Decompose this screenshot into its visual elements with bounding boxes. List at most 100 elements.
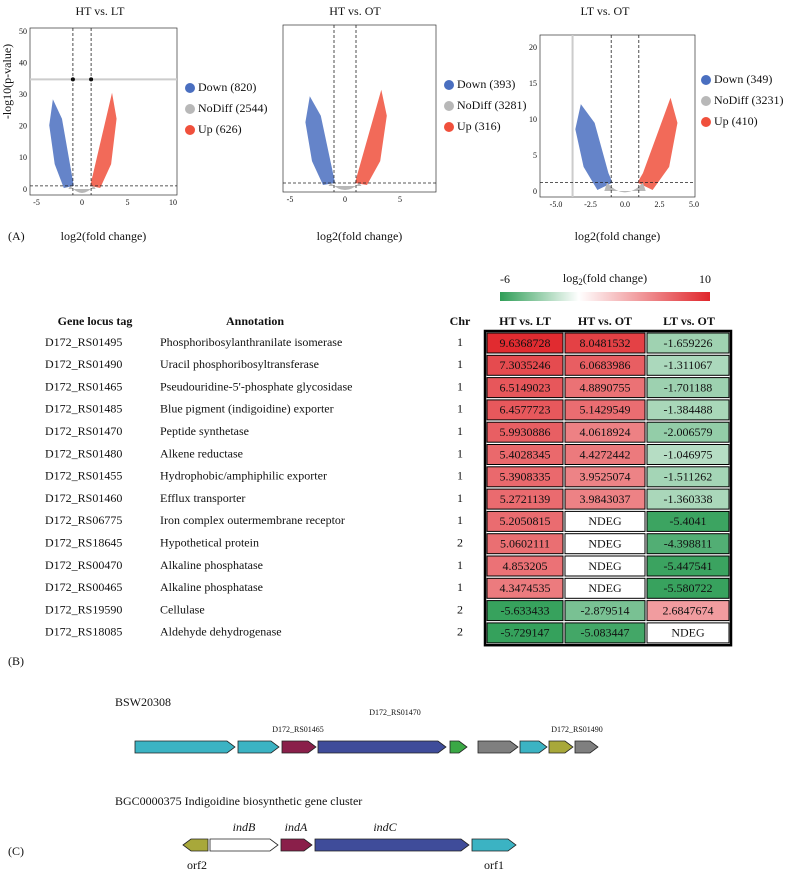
x-tick-label: 0.0 (620, 200, 630, 209)
annotation: Hypothetical protein (160, 535, 259, 549)
y-tick-label: 10 (529, 115, 537, 124)
panel-label: (C) (8, 844, 24, 858)
cell-value: NDEG (671, 626, 705, 640)
chr: 1 (457, 558, 463, 572)
y-tick-label: 40 (19, 58, 27, 67)
gene-tag: D172_RS01470 (369, 708, 421, 717)
cell-value: -1.046975 (664, 447, 713, 461)
legend-marker (444, 122, 454, 132)
heatmap-cell (486, 377, 564, 399)
cell-value: 5.2721139 (500, 492, 551, 506)
annotation: Peptide synthetase (160, 424, 249, 438)
heatmap-cell (486, 577, 564, 599)
cell-value: 4.0618924 (580, 425, 631, 439)
gene-tag: D172_RS01490 (551, 725, 603, 734)
chr: 1 (457, 335, 463, 349)
nodiff-cloud (328, 182, 362, 190)
annotation: Blue pigment (indigoidine) exporter (160, 402, 334, 416)
cell-value: -1.360338 (664, 492, 713, 506)
gene-name: orf1 (484, 858, 504, 872)
gene-arrow (314, 838, 470, 852)
panel-label: (B) (8, 654, 24, 668)
down-cloud (305, 96, 336, 185)
heatmap-cell (564, 377, 646, 399)
cell-value: NDEG (588, 559, 622, 573)
y-tick-label: 0 (23, 185, 27, 194)
cluster-name: BGC0000375 Indigoidine biosynthetic gene… (115, 794, 362, 808)
cell-value: 2.6847674 (663, 603, 714, 617)
x-tick-label: -5.0 (550, 200, 563, 209)
colorbar-max: 10 (699, 272, 711, 286)
heatmap-cell (564, 444, 646, 465)
heatmap-border (483, 329, 733, 647)
heatmap-cell (646, 354, 730, 376)
gene-name: orf2 (187, 858, 207, 872)
x-tick-label: 2.5 (655, 200, 665, 209)
cluster-name: BSW20308 (115, 695, 171, 709)
heatmap-cell (646, 510, 730, 532)
heatmap-cell (564, 510, 646, 532)
cell-value: 5.3908335 (500, 470, 551, 484)
nodiff-cloud (604, 182, 646, 193)
column-header: LT vs. OT (663, 314, 715, 328)
up-cloud (354, 89, 387, 185)
gene-name: indA (285, 820, 308, 834)
legend-label: NoDiff (2544) (198, 101, 267, 115)
gene-arrow (477, 740, 519, 754)
y-tick-label: 15 (529, 79, 537, 88)
locus-tag: D172_RS00465 (45, 580, 122, 594)
cell-value: 5.4028345 (500, 447, 551, 461)
legend-marker (701, 75, 711, 85)
legend-label: Down (349) (714, 72, 772, 86)
annotation: Alkaline phosphatase (160, 558, 263, 572)
gene-arrow (574, 740, 599, 754)
gene-name: indC (373, 820, 397, 834)
gene-arrow (209, 838, 279, 852)
plot-frame (282, 24, 437, 193)
up-cloud (90, 92, 117, 188)
heatmap-cell (646, 533, 730, 555)
heatmap-cell (486, 399, 564, 421)
gene-name: indB (233, 820, 256, 834)
gene-arrow (317, 740, 447, 754)
gene-arrow (519, 740, 548, 754)
locus-tag: D172_RS01490 (45, 357, 122, 371)
chr: 1 (457, 379, 463, 393)
heatmap-cell (646, 332, 730, 354)
chr: 2 (457, 602, 463, 616)
heatmap-cell (646, 555, 730, 577)
heatmap-cell (646, 466, 730, 488)
heatmap-cell (646, 399, 730, 421)
panel-label: (A) (8, 229, 25, 243)
cell-value: -1.511262 (664, 470, 713, 484)
chr: 1 (457, 469, 463, 483)
plot-title: LT vs. OT (580, 4, 630, 18)
locus-tag: D172_RS01455 (45, 469, 122, 483)
chr: 1 (457, 446, 463, 460)
x-tick-label: -2.5 (584, 200, 597, 209)
heatmap-cell (486, 555, 564, 577)
cell-value: 4.853205 (503, 559, 548, 573)
column-header: HT vs. OT (578, 314, 632, 328)
gene-arrow (471, 838, 517, 852)
cell-value: -5.4041 (670, 514, 707, 528)
heatmap-cell (564, 622, 646, 644)
cell-value: 4.8890755 (580, 380, 631, 394)
annotation: Alkaline phosphatase (160, 580, 263, 594)
x-tick-label: 0 (80, 198, 84, 207)
annotation: Cellulase (160, 602, 205, 616)
cell-value: 3.9525074 (580, 470, 631, 484)
gene-arrow (548, 740, 574, 754)
cell-value: 6.5149023 (500, 380, 551, 394)
legend-marker (444, 101, 454, 111)
heatmap-cell (564, 600, 646, 622)
locus-tag: D172_RS19590 (45, 602, 122, 616)
plot-frame (29, 27, 178, 196)
colorbar-min: -6 (500, 272, 510, 286)
heatmap-cell (486, 354, 564, 376)
x-tick-label: 5 (126, 198, 130, 207)
annotation: Uracil phosphoribosyltransferase (160, 357, 319, 371)
legend-label: Up (626) (198, 122, 242, 136)
heatmap-cell (486, 444, 564, 465)
